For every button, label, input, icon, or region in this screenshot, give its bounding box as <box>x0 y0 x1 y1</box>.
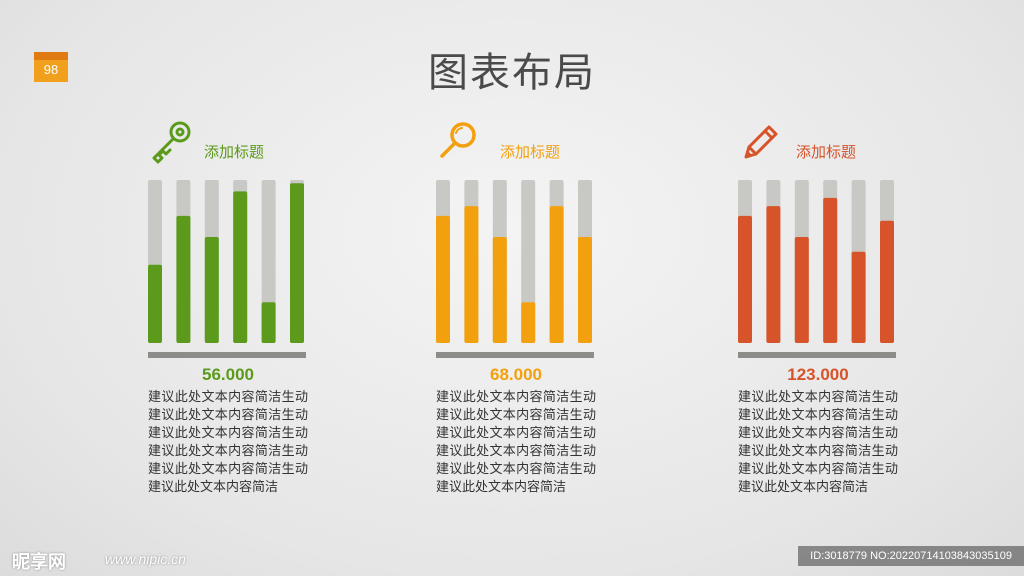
panel-header-1: 添加标题 <box>148 115 308 165</box>
page-number: 98 <box>43 62 59 77</box>
pencil-icon <box>744 125 778 159</box>
chart-panel-1: 添加标题 56.000 建议此处文本内容简洁生动建议此处文本内容简洁生动建议此处… <box>148 115 308 515</box>
panel-subtitle-3: 添加标题 <box>796 144 857 161</box>
bar <box>492 237 507 343</box>
panel-value-3: 123.000 <box>787 365 849 384</box>
bar <box>436 215 450 343</box>
panel-value-1: 56.000 <box>202 365 254 384</box>
bar <box>233 191 248 343</box>
bar <box>794 237 809 343</box>
watermark-url: www.nipic.cn <box>105 551 186 567</box>
watermark-id: ID:3018779 NO:20220714103843035109 <box>798 546 1024 566</box>
bar <box>738 215 752 343</box>
bar <box>549 206 564 343</box>
bar <box>851 251 866 343</box>
bar-chart-1 <box>148 180 306 358</box>
page-number-badge: 98 <box>34 52 68 82</box>
panel-description-2: 建议此处文本内容简洁生动建议此处文本内容简洁生动建议此处文本内容简洁生动建议此处… <box>436 389 596 494</box>
baseline <box>148 352 306 358</box>
bar <box>823 197 838 343</box>
baseline <box>436 352 594 358</box>
bar <box>176 215 191 343</box>
key-icon <box>152 121 191 164</box>
panel-header-3: 添加标题 <box>738 115 898 165</box>
watermark-logo: 昵享网 <box>12 552 66 572</box>
baseline <box>738 352 896 358</box>
panel-subtitle-1: 添加标题 <box>204 144 265 161</box>
bar-chart-3 <box>738 180 896 358</box>
panel-header-2: 添加标题 <box>436 115 596 165</box>
panel-subtitle-2: 添加标题 <box>500 144 561 161</box>
bar <box>464 206 479 343</box>
bar <box>290 183 304 343</box>
bar <box>578 237 592 343</box>
bar-chart-2 <box>436 180 594 358</box>
chart-panel-2: 添加标题 68.000 建议此处文本内容简洁生动建议此处文本内容简洁生动建议此处… <box>436 115 596 515</box>
panel-description-3: 建议此处文本内容简洁生动建议此处文本内容简洁生动建议此处文本内容简洁生动建议此处… <box>738 389 898 494</box>
bar <box>204 237 219 343</box>
bar <box>521 302 536 343</box>
bar <box>148 264 162 343</box>
bar <box>766 206 781 343</box>
bar <box>261 302 276 343</box>
panel-description-1: 建议此处文本内容简洁生动建议此处文本内容简洁生动建议此处文本内容简洁生动建议此处… <box>148 389 308 494</box>
bar <box>880 220 894 343</box>
magnifier-icon <box>440 122 476 158</box>
page-title: 图表布局 <box>428 51 596 95</box>
chart-panel-3: 添加标题 123.000 建议此处文本内容简洁生动建议此处文本内容简洁生动建议此… <box>738 115 898 515</box>
panel-value-2: 68.000 <box>490 365 542 384</box>
